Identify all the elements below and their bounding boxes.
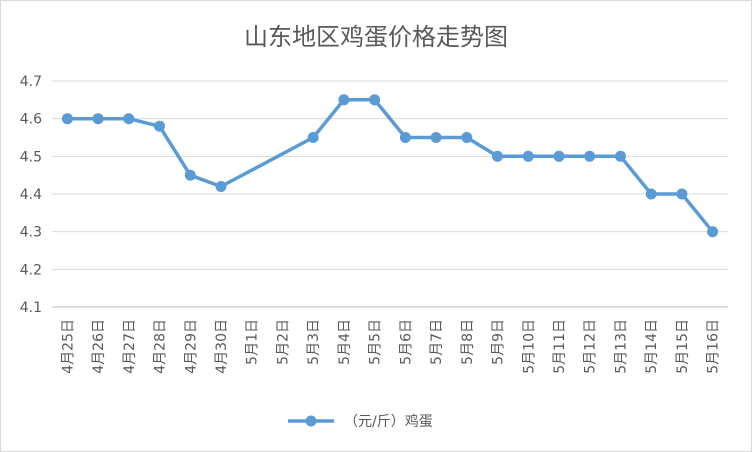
x-tick-label: 5月12日 (583, 319, 599, 374)
x-tick-label: 5月3日 (306, 319, 322, 365)
x-tick-label: 5月6日 (398, 319, 414, 365)
x-tick-label: 5月11日 (552, 319, 568, 374)
data-point (399, 132, 411, 143)
data-point (645, 188, 657, 200)
y-tick-label: 4.4 (20, 187, 42, 203)
data-point (307, 132, 319, 143)
x-axis-ticks: 4月25日 4月26日 4月27日 4月28日 4月29日 4月30日 5月1日 5月2日 5月… (60, 319, 721, 374)
chart-title: 山东地区鸡蛋价格走势图 (244, 23, 508, 51)
data-point (154, 120, 165, 132)
data-point (492, 150, 503, 162)
x-tick-label: 5月16日 (706, 319, 722, 374)
x-tick-label: 4月25日 (60, 319, 76, 374)
data-point (461, 132, 473, 143)
legend-label: （元/斤）鸡蛋 (344, 413, 433, 430)
data-point (92, 113, 104, 125)
x-tick-label: 4月27日 (122, 319, 138, 374)
x-tick-label: 5月5日 (368, 319, 384, 365)
data-point (338, 94, 350, 106)
x-tick-label: 5月4日 (337, 319, 353, 365)
data-point (615, 150, 626, 162)
x-tick-label: 5月10日 (521, 319, 537, 374)
y-tick-label: 4.3 (20, 225, 42, 241)
y-axis-ticks: 4.1 4.2 4.3 4.4 4.5 4.6 4.7 (20, 74, 42, 316)
x-tick-label: 5月8日 (460, 319, 476, 365)
y-tick-label: 4.6 (20, 112, 42, 128)
legend-marker (305, 415, 317, 427)
x-tick-label: 5月14日 (644, 319, 660, 374)
x-tick-label: 5月7日 (429, 319, 445, 365)
data-point (123, 113, 135, 125)
y-tick-label: 4.2 (20, 262, 42, 278)
x-tick-label: 5月13日 (613, 319, 629, 374)
series-line (65, 98, 715, 234)
x-tick-label: 5月15日 (675, 319, 691, 374)
y-tick-label: 4.7 (20, 74, 42, 90)
data-point (369, 94, 381, 106)
x-tick-label: 5月1日 (245, 319, 261, 365)
legend: （元/斤）鸡蛋 (288, 413, 433, 430)
data-point (584, 150, 596, 162)
data-point (553, 150, 565, 162)
x-tick-label: 4月30日 (214, 319, 230, 374)
data-point (676, 188, 688, 200)
series-layer (61, 94, 719, 238)
x-tick-label: 4月28日 (153, 319, 169, 374)
data-point (522, 150, 534, 162)
grid-lines (52, 80, 728, 308)
data-point (707, 226, 719, 238)
data-point (215, 181, 227, 192)
y-tick-label: 4.1 (20, 300, 42, 316)
data-point (61, 113, 73, 125)
x-tick-label: 5月9日 (491, 319, 507, 365)
y-tick-label: 4.5 (20, 149, 42, 165)
x-tick-label: 4月26日 (91, 319, 107, 374)
x-tick-label: 4月29日 (183, 319, 199, 374)
data-point (430, 132, 442, 143)
x-tick-label: 5月2日 (275, 319, 291, 365)
data-point (184, 169, 196, 181)
